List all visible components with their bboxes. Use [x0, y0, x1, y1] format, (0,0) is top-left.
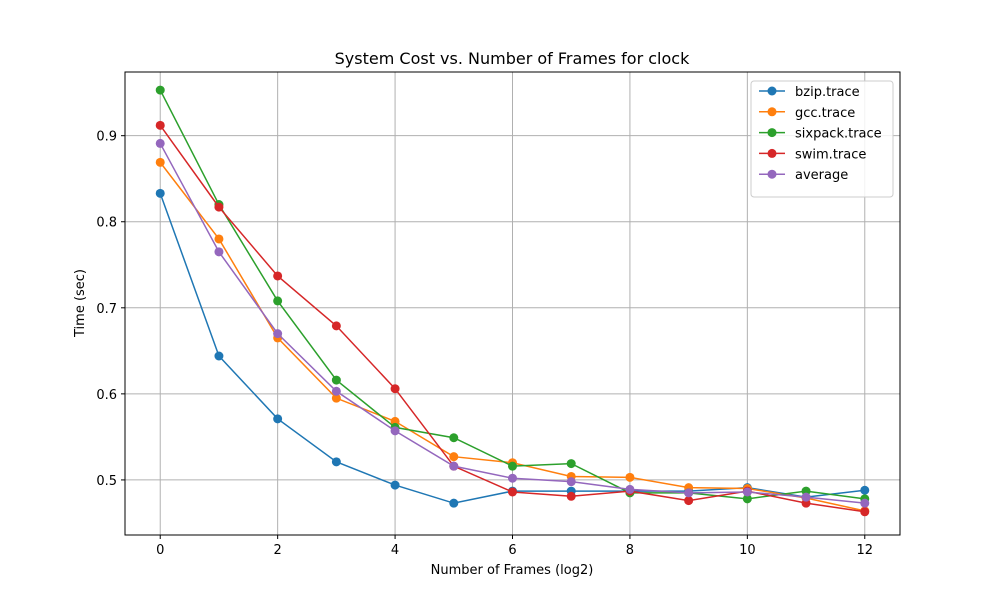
data-point [860, 507, 870, 517]
x-tick-label: 4 [391, 543, 399, 558]
data-point [331, 321, 341, 331]
y-tick-label: 0.9 [96, 130, 117, 145]
data-point [273, 414, 283, 424]
data-point [273, 271, 283, 281]
legend-label: swim.trace [795, 147, 866, 162]
data-point [214, 202, 224, 212]
data-point [449, 498, 459, 508]
data-point [155, 138, 165, 148]
data-point [155, 188, 165, 198]
data-point [566, 459, 576, 469]
y-tick-label: 0.6 [96, 388, 117, 403]
data-point [625, 484, 635, 494]
chart-title: System Cost vs. Number of Frames for clo… [335, 49, 690, 68]
x-tick-label: 6 [508, 543, 516, 558]
legend-marker [767, 86, 777, 96]
y-tick-label: 0.5 [96, 474, 117, 489]
legend-marker [767, 107, 777, 117]
y-axis-label: Time (sec) [73, 269, 88, 338]
grid-lines [125, 72, 900, 535]
legend-item: gcc.trace [759, 106, 855, 121]
data-point [566, 491, 576, 501]
data-point [214, 351, 224, 361]
legend-label: sixpack.trace [795, 127, 882, 142]
x-tick-label: 8 [626, 543, 634, 558]
data-point [449, 461, 459, 471]
data-point [449, 433, 459, 443]
data-point [331, 375, 341, 385]
data-point [390, 480, 400, 490]
data-point [155, 157, 165, 167]
data-point [390, 426, 400, 436]
legend-marker [767, 169, 777, 179]
legend: bzip.trace gcc.trace sixpack.trace swim.tra… [750, 80, 894, 198]
data-point [566, 477, 576, 487]
legend-label: bzip.trace [795, 85, 860, 100]
data-point [625, 472, 635, 482]
data-point [860, 498, 870, 508]
data-point [508, 473, 517, 483]
legend-marker [767, 148, 777, 158]
data-point [508, 487, 517, 497]
x-tick-label: 12 [856, 543, 873, 558]
data-point [273, 329, 283, 339]
legend-box [750, 80, 894, 198]
legend-label: gcc.trace [795, 106, 855, 121]
legend-item: sixpack.trace [759, 127, 882, 142]
data-point [390, 384, 400, 394]
x-tick-label: 2 [274, 543, 282, 558]
x-axis: 0 2 4 6 8 10 12 [156, 535, 873, 558]
data-point [273, 296, 283, 306]
data-point [860, 485, 870, 495]
legend-item: bzip.trace [759, 85, 860, 100]
data-point [684, 496, 694, 506]
data-point [449, 452, 459, 462]
y-tick-label: 0.7 [96, 302, 117, 317]
x-tick-label: 10 [739, 543, 756, 558]
data-point [214, 247, 224, 257]
legend-marker [767, 128, 777, 138]
data-point [742, 494, 752, 504]
data-point [331, 393, 341, 403]
data-point [684, 488, 694, 498]
data-point [331, 457, 341, 467]
legend-label: average [795, 168, 848, 183]
series-average [155, 138, 870, 508]
legend-item: average [759, 168, 848, 183]
series-layer [155, 85, 870, 517]
data-point [331, 386, 341, 396]
x-axis-label: Number of Frames (log2) [431, 563, 594, 578]
y-axis: 0.5 0.6 0.7 0.8 0.9 [96, 130, 125, 489]
data-point [155, 85, 165, 95]
legend-item: swim.trace [759, 147, 866, 162]
data-point [155, 120, 165, 130]
data-point [214, 234, 224, 244]
data-point [508, 461, 517, 471]
y-tick-label: 0.8 [96, 216, 117, 231]
x-tick-label: 0 [156, 543, 164, 558]
data-point [801, 492, 811, 502]
data-point [742, 487, 752, 497]
